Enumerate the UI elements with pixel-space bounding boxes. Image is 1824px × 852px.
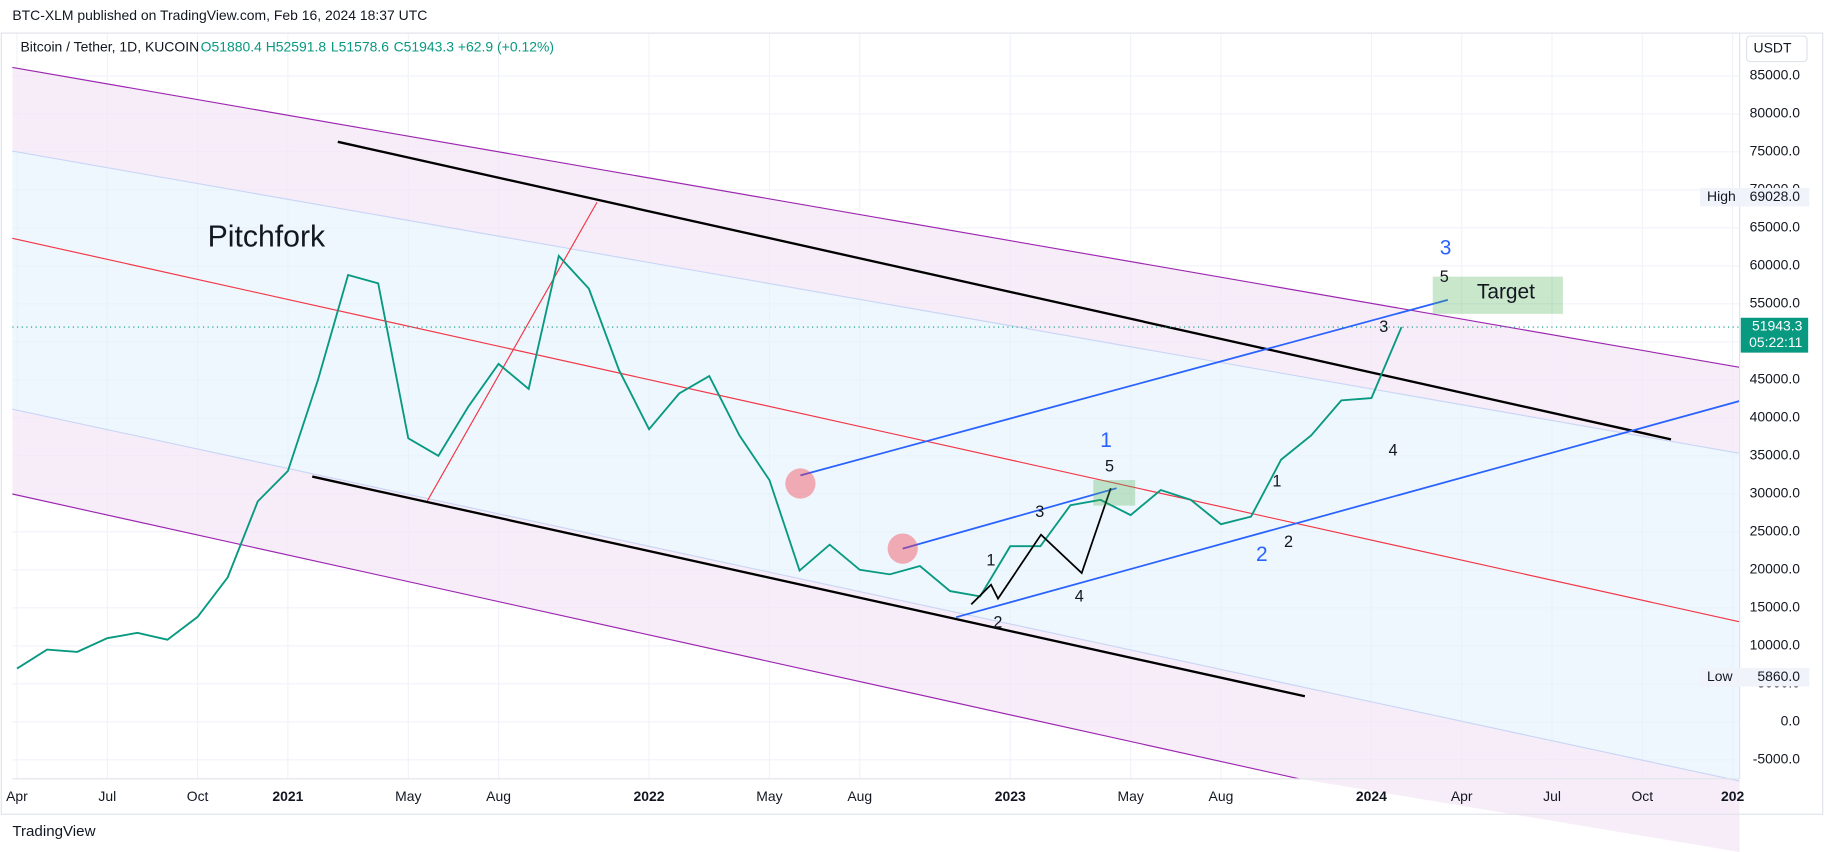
annotation: 3 xyxy=(1440,236,1452,259)
ohlc: L51578.6 xyxy=(331,38,389,54)
y-tick-label: 25000.0 xyxy=(1750,522,1801,538)
y-tick-label: 0.0 xyxy=(1781,712,1801,728)
low-text: Low xyxy=(1707,668,1734,684)
published-line: BTC-XLM published on TradingView.com, Fe… xyxy=(12,7,427,23)
y-tick-label: 65000.0 xyxy=(1750,219,1801,235)
ohlc: O51880.4 xyxy=(201,38,262,54)
pitchfork-lower xyxy=(12,493,1300,780)
x-tick-label: 2022 xyxy=(634,788,665,804)
footer-brand: TradingView xyxy=(12,823,95,840)
x-tick-label: 2023 xyxy=(995,788,1026,804)
x-tick-label: 2021 xyxy=(272,788,303,804)
currency[interactable]: USDT xyxy=(1754,40,1792,56)
wave-channel xyxy=(800,299,1449,477)
annotation: 3 xyxy=(1379,318,1388,336)
y-tick-label: 85000.0 xyxy=(1750,67,1801,83)
x-tick-label: 2024 xyxy=(1356,788,1387,804)
symbol: Bitcoin / Tether, 1D, KUCOIN xyxy=(20,38,199,54)
x-tick-label: Jul xyxy=(98,788,116,804)
last-price: 51943.3 xyxy=(1752,318,1803,334)
x-tick-label: Aug xyxy=(486,788,511,804)
pitchfork-handle xyxy=(426,201,598,502)
x-tick-label: May xyxy=(395,788,421,804)
annotation: Target xyxy=(1477,280,1535,303)
annotation: 5 xyxy=(1105,458,1114,476)
highlight-box xyxy=(1093,480,1136,506)
y-tick-label: 75000.0 xyxy=(1750,143,1801,159)
high-value: 69028.0 xyxy=(1750,188,1801,204)
y-tick-label: 60000.0 xyxy=(1750,257,1801,273)
annotation: 2 xyxy=(1256,543,1268,566)
currency-button[interactable] xyxy=(1745,35,1808,63)
y-tick-label: 80000.0 xyxy=(1750,105,1801,121)
wave-channel xyxy=(955,400,1740,619)
pitchfork-line xyxy=(12,408,1740,782)
last-price-tag xyxy=(1740,317,1809,353)
channel-lower xyxy=(311,475,1306,698)
highlight-circle xyxy=(785,468,816,499)
y-tick-label: 30000.0 xyxy=(1750,484,1801,500)
pitchfork-band xyxy=(12,67,1740,454)
ohlc: C51943.3 +62.9 (+0.12%) xyxy=(394,38,554,54)
x-tick-label: Oct xyxy=(1631,788,1653,804)
annotation: 2 xyxy=(993,613,1002,631)
wave-channel xyxy=(902,487,1117,550)
y-tick-label: 20000.0 xyxy=(1750,560,1801,576)
wave-zigzag xyxy=(970,487,1112,606)
pitchfork-upper xyxy=(12,66,1740,368)
x-tick-label: 202 xyxy=(1721,788,1745,804)
channel-upper xyxy=(337,140,1672,441)
highlight-circle xyxy=(887,533,918,564)
y-tick-label: 35000.0 xyxy=(1750,447,1801,463)
y-tick-label: 55000.0 xyxy=(1750,295,1801,311)
annotation: 1 xyxy=(1272,473,1281,491)
y-tick-label: 15000.0 xyxy=(1750,598,1801,614)
low-tag-bg xyxy=(1700,667,1810,687)
countdown: 05:22:11 xyxy=(1749,334,1802,350)
low-value: 5860.0 xyxy=(1757,668,1800,684)
price-line xyxy=(16,254,1403,670)
frame xyxy=(0,32,1824,815)
annotation: 4 xyxy=(1389,441,1398,459)
x-tick-label: Aug xyxy=(847,788,872,804)
high-text: High xyxy=(1707,188,1736,204)
pitchfork-median xyxy=(12,237,1740,623)
annotation: 5 xyxy=(1440,268,1449,286)
pitchfork-band xyxy=(12,409,1740,852)
y-tick-label: 40000.0 xyxy=(1750,409,1801,425)
annotation: 1 xyxy=(986,552,995,570)
x-tick-label: Aug xyxy=(1209,788,1234,804)
x-tick-label: Jul xyxy=(1543,788,1561,804)
x-tick-label: Apr xyxy=(6,788,28,804)
pitchfork-band xyxy=(12,151,1740,782)
annotation: 4 xyxy=(1075,588,1084,606)
y-tick-label: 45000.0 xyxy=(1750,371,1801,387)
target-box xyxy=(1432,276,1563,314)
annotation: 3 xyxy=(1035,503,1044,521)
pitchfork-line xyxy=(12,150,1740,454)
annotation: 2 xyxy=(1284,533,1293,551)
x-tick-label: May xyxy=(756,788,782,804)
y-tick-label: 10000.0 xyxy=(1750,636,1801,652)
x-tick-label: Oct xyxy=(187,788,209,804)
high-tag-bg xyxy=(1700,187,1810,207)
annotation: 1 xyxy=(1100,429,1112,452)
ohlc: H52591.8 xyxy=(266,38,327,54)
x-tick-label: May xyxy=(1117,788,1143,804)
y-tick-label: -5000.0 xyxy=(1753,750,1801,766)
price-series xyxy=(16,254,1403,670)
annotation: Pitchfork xyxy=(208,220,326,253)
axes: -5000.00.05000.010000.015000.020000.0250… xyxy=(6,67,1810,804)
x-tick-label: Apr xyxy=(1451,788,1473,804)
